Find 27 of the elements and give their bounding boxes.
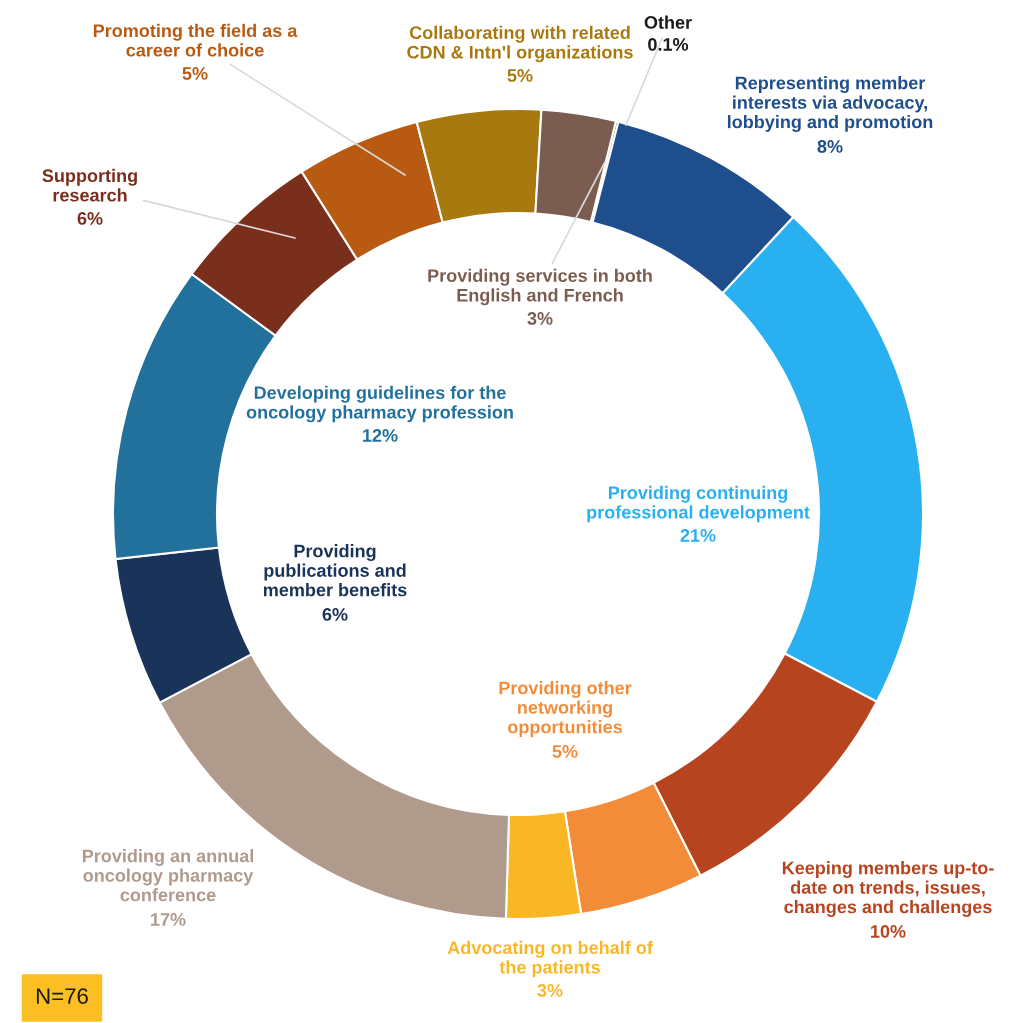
data-label: 6%: [77, 212, 103, 225]
data-label: 10%: [871, 925, 906, 938]
slice-label: Providing an annual oncology pharmacy conference: [82, 849, 254, 902]
data-label: 21%: [680, 529, 716, 542]
data-label: 5%: [552, 745, 578, 758]
slice-label: Supporting research: [42, 168, 137, 202]
data-label: 0.1%: [648, 38, 689, 51]
slice-label: Developing guidelines for the oncology pharmacy profession: [246, 385, 513, 423]
data-label: 5%: [182, 67, 208, 80]
slice-label: Providing continuing professional development: [587, 485, 810, 523]
slice-label: Providing publications and member benefits: [263, 544, 407, 597]
slice-label: Providing services in both English and French: [428, 268, 652, 306]
data-label: 5%: [507, 69, 533, 82]
slice-label: Other: [644, 15, 692, 29]
data-label: 3%: [527, 312, 553, 325]
text: N=76: [36, 988, 88, 1004]
data-label: 8%: [817, 140, 843, 153]
slice-label: Collaborating with related CDN & Intn'l organizations: [407, 25, 633, 63]
slice-label: Keeping members up-to- date on trends, issues, changes and challenges: [782, 861, 994, 917]
slice-label: Advocating on behalf of the patients: [447, 940, 653, 978]
data-label: 3%: [537, 984, 563, 997]
slice-label: Promoting the field as a career of choice: [93, 23, 298, 57]
data-label: 12%: [363, 429, 398, 442]
data-label: 17%: [151, 913, 186, 926]
data-label: 6%: [322, 608, 348, 621]
slice-label: Providing other networking opportunities: [499, 681, 632, 737]
slice-label: Representing member interests via advocacy, lobbying and promotion: [727, 76, 933, 132]
